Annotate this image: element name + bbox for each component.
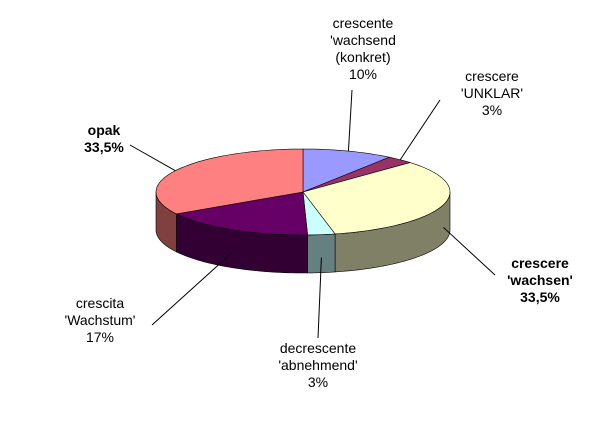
slice (175, 191, 308, 236)
value-label: 17% (85, 329, 115, 345)
category-label: crescere 'UNKLAR' (460, 68, 524, 101)
leader-line (443, 227, 496, 276)
data-label: crescente 'wachsend (konkret) 10% (298, 15, 428, 83)
leader-line (399, 99, 441, 161)
data-label: decrescente 'abnehmend' 3% (253, 340, 383, 391)
value-label: 3% (307, 374, 329, 390)
category-label: crescente 'wachsend (konkret) (330, 15, 396, 65)
data-label: crescere 'UNKLAR' 3% (427, 68, 557, 119)
category-label: decrescente 'abnehmend' (278, 340, 358, 373)
slice (155, 148, 304, 215)
category-label: opak (87, 122, 121, 138)
leader-line (151, 252, 233, 326)
slice (302, 190, 336, 236)
leader-line (347, 89, 353, 152)
data-label: crescere 'wachsen' 33,5% (475, 255, 605, 306)
category-label: crescita 'Wachstum' (64, 295, 136, 328)
leader-line (129, 144, 176, 172)
value-label: 33,5% (84, 139, 124, 155)
value-label: 10% (348, 66, 378, 82)
slice (302, 162, 451, 235)
slice (302, 148, 391, 193)
data-label: crescita 'Wachstum' 17% (35, 295, 165, 346)
category-label: crescere 'wachsen' (507, 255, 573, 288)
data-label: opak 33,5% (39, 122, 169, 156)
value-label: 3% (481, 102, 503, 118)
leader-line (317, 257, 322, 339)
value-label: 33,5% (520, 289, 560, 305)
